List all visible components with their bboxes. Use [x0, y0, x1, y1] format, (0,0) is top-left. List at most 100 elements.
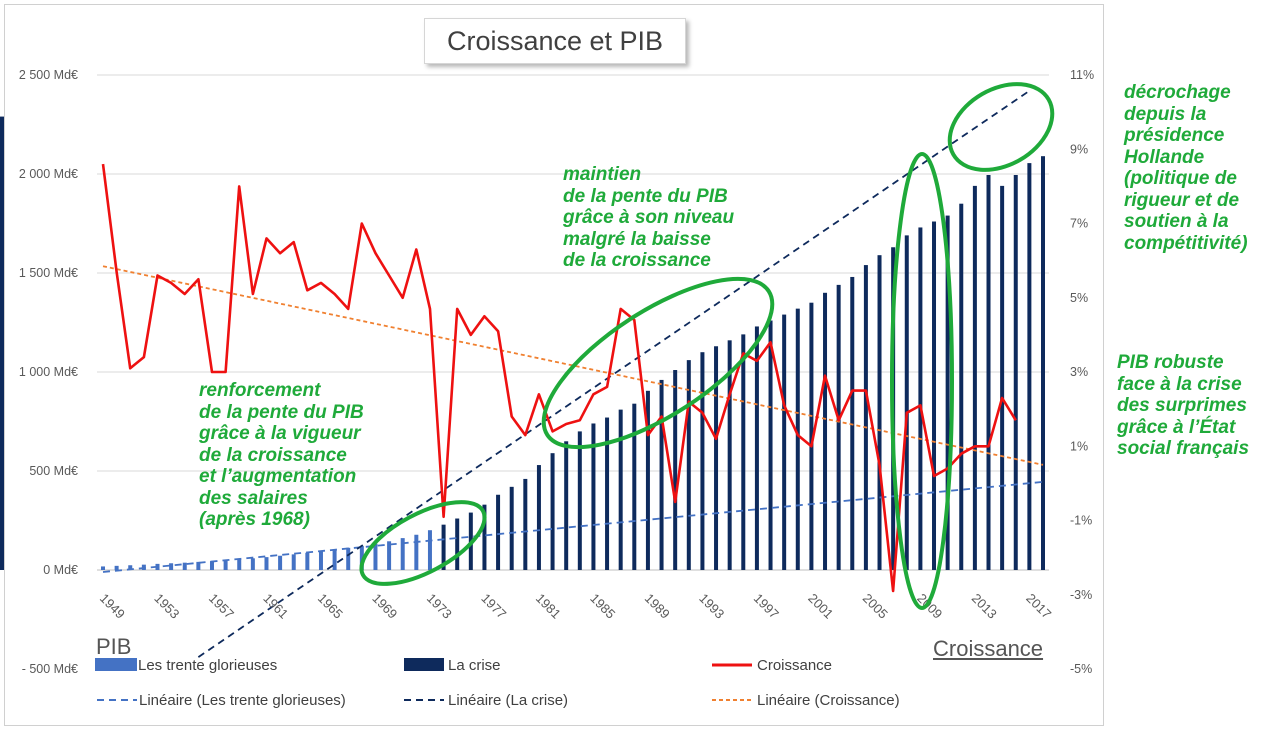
x-tick-label: 1989: [642, 591, 673, 622]
bar-trente-glorieuses: [114, 565, 119, 570]
bar-la-crise: [1041, 156, 1045, 570]
x-tick-label: 1981: [533, 591, 564, 622]
y-right-tick-label: 3%: [1070, 365, 1088, 379]
x-tick-label: 1957: [206, 591, 237, 622]
legend-label-lineaire-croissance: Linéaire (Croissance): [757, 692, 900, 709]
y-right-tick-label: 5%: [1070, 291, 1088, 305]
y-right-tick-label: 9%: [1070, 142, 1088, 156]
y-left-tick-label: 1 000 Md€: [19, 365, 78, 379]
croissance-line: [101, 163, 1017, 593]
bar-trente-glorieuses: [318, 551, 323, 570]
bar-la-crise: [1013, 174, 1018, 571]
bar-trente-glorieuses: [182, 562, 187, 570]
bar-la-crise: [782, 314, 787, 570]
croissance-axis-label: Croissance: [933, 636, 1044, 661]
bar-trente-glorieuses: [128, 565, 133, 570]
bar-trente-glorieuses: [414, 534, 419, 570]
bar-la-crise: [1000, 185, 1005, 570]
x-tick-label: 1969: [369, 591, 400, 622]
legend-label-lineaire-crise: Linéaire (La crise): [448, 692, 568, 709]
bar-trente-glorieuses: [196, 561, 201, 570]
bar-la-crise: [823, 292, 828, 570]
y-right-tick-label: -3%: [1070, 588, 1092, 602]
bar-la-crise: [1027, 163, 1032, 571]
legend-label-la-crise: La crise: [448, 657, 501, 674]
bar-la-crise: [918, 227, 923, 570]
bar-la-crise: [700, 352, 705, 570]
bar-trente-glorieuses: [346, 547, 351, 570]
x-tick-label: 1977: [478, 591, 509, 622]
y-left-tick-label: - 500 Md€: [22, 662, 78, 676]
y-right-tick-label: 11%: [1070, 68, 1094, 82]
x-tick-label: 1993: [696, 591, 727, 622]
bar-la-crise: [877, 255, 882, 570]
bar-la-crise: [768, 320, 773, 570]
bar-la-crise: [836, 284, 841, 570]
chart-title: Croissance et PIB: [424, 18, 686, 64]
x-tick-label: 1973: [424, 591, 455, 622]
x-tick-label: 2013: [969, 591, 1000, 622]
bar-la-crise: [795, 308, 800, 570]
highlight-ellipse: [541, 276, 775, 450]
y-right-tick-label: -1%: [1070, 514, 1092, 528]
bar-la-crise: [850, 276, 855, 570]
x-tick-label: 2005: [860, 591, 891, 622]
bar-la-crise: [809, 302, 814, 570]
bar-la-crise: [659, 379, 664, 570]
bar-la-crise: [645, 390, 650, 570]
bar-trente-glorieuses: [332, 549, 337, 570]
bar-la-crise: [605, 417, 610, 570]
bar-la-crise: [754, 326, 759, 570]
bar-trente-glorieuses: [237, 559, 242, 570]
bar-la-crise: [959, 203, 964, 570]
x-tick-label: 1985: [587, 591, 618, 622]
bar-trente-glorieuses: [223, 560, 228, 570]
bar-la-crise: [727, 340, 732, 570]
y-left-tick-label: 500 Md€: [29, 464, 78, 478]
x-tick-label: 1961: [260, 591, 291, 622]
legend-label-trente-glorieuses: Les trente glorieuses: [138, 657, 277, 674]
highlight-ellipse: [890, 152, 954, 610]
bar-la-crise: [536, 465, 541, 570]
bar-la-crise: [509, 486, 514, 570]
y-left-tick-label: 2 000 Md€: [19, 167, 78, 181]
bar-la-crise: [863, 265, 868, 570]
x-tick-label: 1949: [97, 591, 128, 622]
x-tick-label: 1953: [151, 591, 182, 622]
annotation-maintien: maintien de la pente du PIB grâce à son …: [563, 164, 735, 271]
trendline-trente-glorieuses: [102, 480, 1044, 573]
bar-la-crise: [591, 423, 596, 570]
bar-la-crise: [455, 518, 460, 570]
bar-la-crise: [577, 431, 582, 570]
y-right-tick-label: 1%: [1070, 439, 1088, 453]
bar-la-crise: [441, 524, 446, 570]
bar-trente-glorieuses: [209, 561, 214, 570]
bar-la-crise: [0, 116, 4, 570]
bar-la-crise: [482, 504, 487, 570]
bar-la-crise: [632, 403, 637, 570]
bar-trente-glorieuses: [305, 552, 310, 570]
legend-label-lineaire-trente: Linéaire (Les trente glorieuses): [139, 692, 346, 709]
x-tick-label: 1997: [751, 591, 782, 622]
bar-la-crise: [932, 221, 937, 570]
legend-swatch-trente-glorieuses: [95, 658, 137, 671]
bar-la-crise: [741, 334, 746, 570]
highlight-ellipse: [947, 82, 1055, 172]
bar-la-crise: [618, 409, 623, 570]
bar-la-crise: [564, 441, 569, 570]
bar-trente-glorieuses: [291, 554, 296, 570]
bar-la-crise: [714, 346, 719, 570]
bar-la-crise: [550, 453, 555, 570]
bar-la-crise: [673, 370, 678, 570]
bar-trente-glorieuses: [101, 566, 105, 570]
bar-la-crise: [523, 478, 528, 570]
bar-trente-glorieuses: [387, 541, 392, 570]
y-right-tick-label: 7%: [1070, 217, 1088, 231]
bar-trente-glorieuses: [427, 530, 432, 570]
bar-la-crise: [986, 174, 991, 571]
bar-trente-glorieuses: [278, 555, 283, 570]
trendline-croissance: [102, 265, 1044, 466]
legend-label-croissance: Croissance: [757, 657, 832, 674]
annotation-renforcement: renforcement de la pente du PIB grâce à …: [199, 380, 364, 530]
